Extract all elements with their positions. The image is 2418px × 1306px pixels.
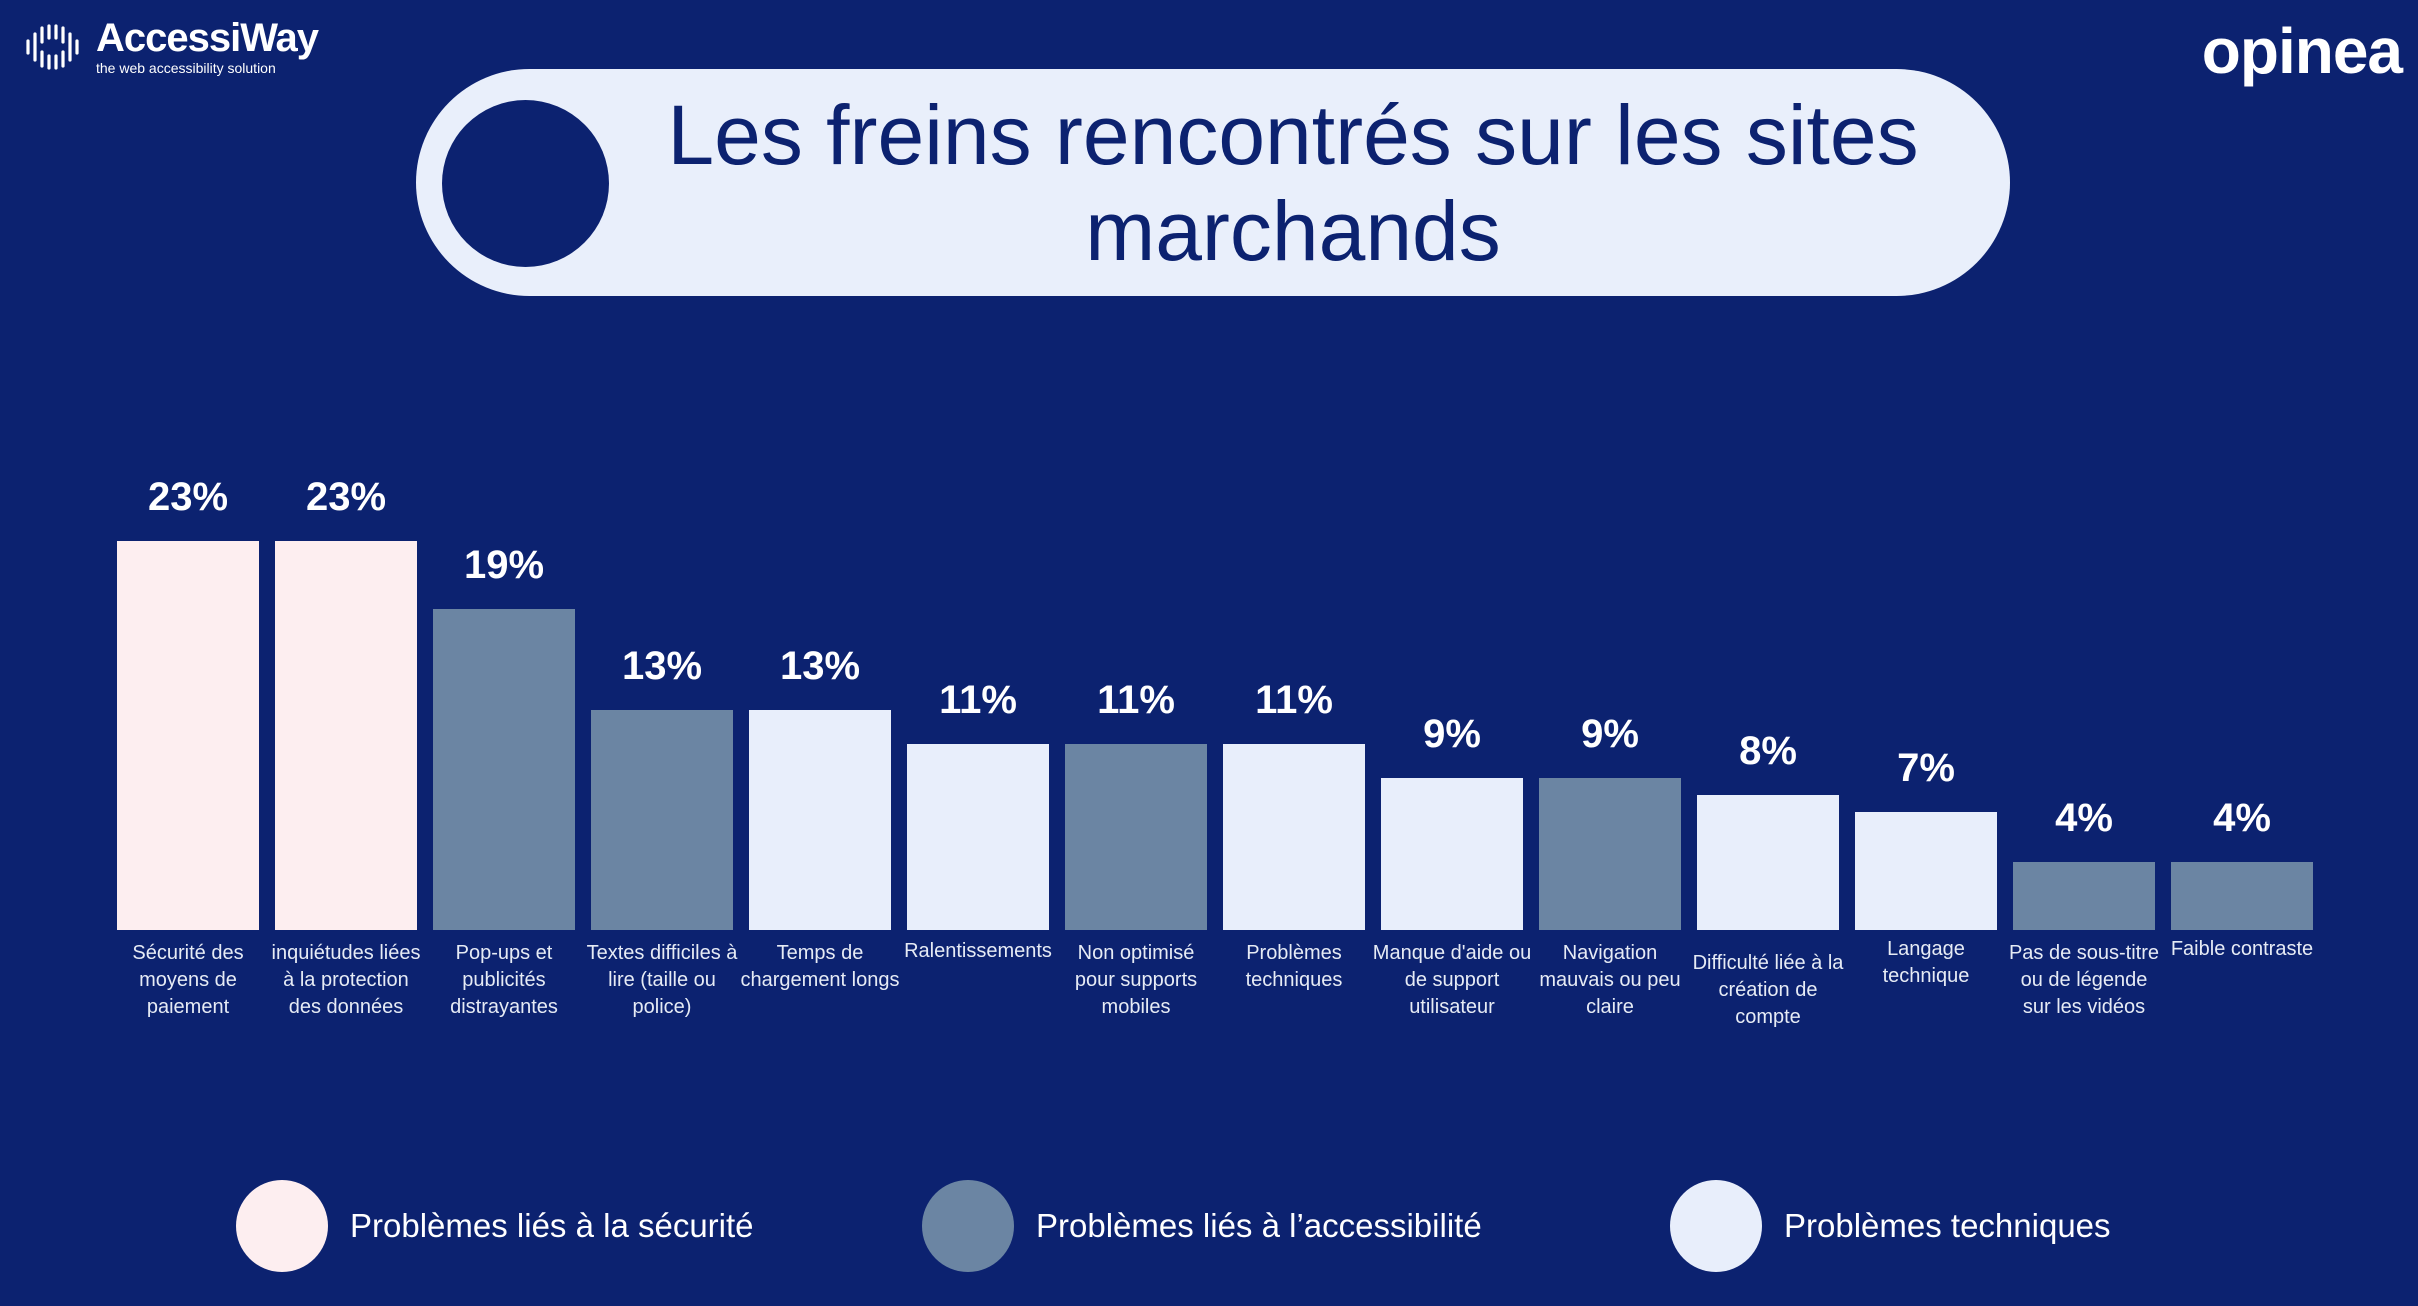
bar	[907, 744, 1049, 930]
value-label: 8%	[1739, 728, 1797, 773]
category-label: Textes difficiles à lire (taille ou poli…	[586, 942, 738, 1018]
value-label: 11%	[1097, 678, 1175, 723]
value-label: 13%	[621, 644, 703, 689]
bar	[591, 710, 733, 930]
value-label: 23%	[147, 475, 229, 520]
title-circle-decoration	[442, 100, 609, 267]
legend-label: Problèmes techniques	[1784, 1207, 2111, 1244]
bar	[1381, 777, 1523, 930]
accessiway-name: AccessiWay	[96, 16, 319, 60]
bar	[1855, 811, 1997, 930]
category-label: Pop-ups et publicités distrayantes	[450, 942, 558, 1018]
value-label: 11%	[1255, 678, 1333, 723]
value-label: 9%	[1581, 711, 1639, 756]
value-label: 13%	[779, 644, 861, 689]
category-label: Langage technique	[1882, 938, 1970, 987]
legend-swatch-accessibilite	[922, 1180, 1014, 1272]
category-label: Navigation mauvais ou peu claire	[1539, 942, 1681, 1018]
value-label: 9%	[1423, 711, 1481, 756]
value-label: 7%	[1897, 745, 1955, 790]
category-label: Non optimisé pour supports mobiles	[1074, 942, 1198, 1018]
category-label: Difficulté liée à la création de compte	[1692, 952, 1844, 1028]
bar	[433, 608, 575, 930]
legend-label: Problèmes liés à la sécurité	[350, 1207, 754, 1244]
bar	[2171, 862, 2313, 930]
value-label: 23%	[305, 475, 387, 520]
bar	[749, 710, 891, 930]
legend-item-techniques: Problèmes techniques	[1670, 1180, 2111, 1272]
legend-item-securite: Problèmes liés à la sécurité	[236, 1180, 754, 1272]
chart-title: Les freins rencontrés sur les sites marc…	[667, 88, 1919, 278]
category-label: Ralentissements	[904, 940, 1052, 962]
title-banner: Les freins rencontrés sur les sites marc…	[416, 69, 2010, 296]
legend-swatch-securite	[236, 1180, 328, 1272]
category-label: Temps de chargement longs	[740, 942, 900, 991]
category-label: Manque d'aide ou de support utilisateur	[1372, 942, 1532, 1018]
accessiway-logo-icon	[26, 24, 79, 70]
bar	[1697, 794, 1839, 930]
value-label: 4%	[2055, 796, 2113, 841]
opinea-logo: opinea	[2201, 15, 2403, 87]
category-label: Pas de sous-titre ou de légende sur les …	[2008, 942, 2160, 1018]
bar	[275, 541, 417, 930]
bar	[1539, 777, 1681, 930]
legend: Problèmes liés à la sécurité Problèmes l…	[0, 1180, 2418, 1272]
accessiway-logo: AccessiWay the web accessibility solutio…	[24, 16, 319, 76]
value-label: 19%	[463, 542, 545, 587]
bar	[2013, 862, 2155, 930]
legend-label: Problèmes liés à l’accessibilité	[1036, 1207, 1482, 1244]
accessiway-tagline: the web accessibility solution	[96, 60, 276, 76]
category-label: Faible contraste	[2170, 938, 2314, 960]
category-label: Problèmes techniques	[1245, 942, 1343, 991]
legend-swatch-techniques	[1670, 1180, 1762, 1272]
value-label: 4%	[2213, 796, 2271, 841]
legend-item-accessibilite: Problèmes liés à l’accessibilité	[922, 1180, 1482, 1272]
bar	[1065, 744, 1207, 930]
bar	[117, 541, 259, 930]
category-label: inquiétudes liées à la protection des do…	[271, 942, 421, 1018]
bar	[1223, 744, 1365, 930]
category-label: Sécurité des moyens de paiement	[132, 942, 244, 1018]
value-label: 11%	[939, 678, 1017, 723]
